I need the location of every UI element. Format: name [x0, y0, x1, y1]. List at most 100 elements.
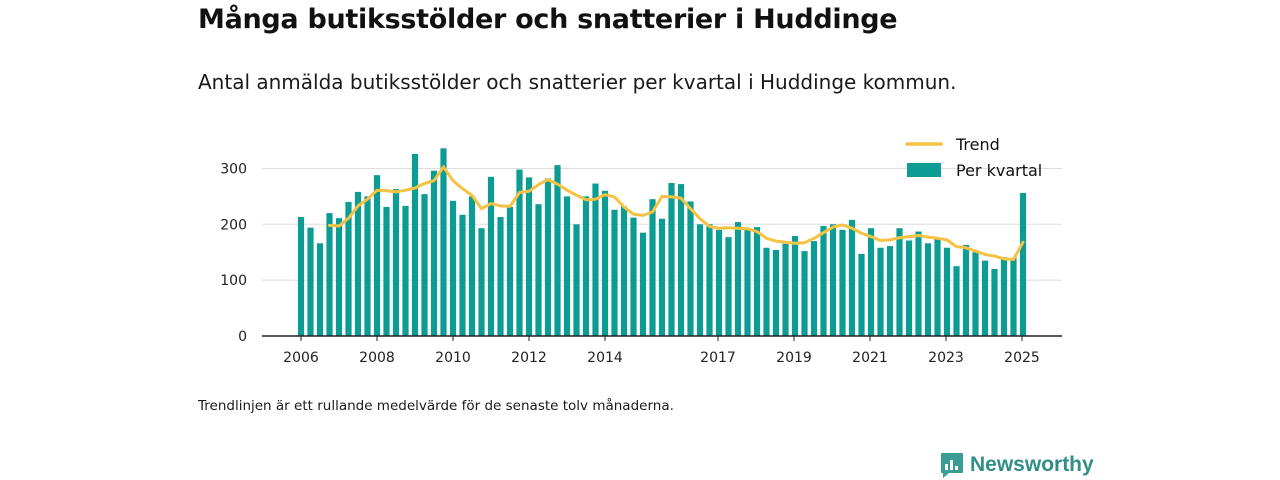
x-tick-label: 2019: [776, 350, 812, 366]
bar: [440, 148, 447, 336]
bar: [307, 227, 314, 336]
footnote: Trendlinjen är ett rullande medelvärde f…: [198, 398, 674, 414]
bar: [943, 247, 951, 336]
bar: [459, 214, 466, 336]
trend-series: [328, 165, 1025, 261]
bar: [829, 224, 837, 336]
bar: [563, 196, 571, 337]
bar: [772, 249, 780, 336]
bar: [867, 228, 875, 336]
bar-series: [297, 148, 1027, 337]
bar: [335, 218, 343, 336]
trend-line: [328, 165, 1025, 261]
brand-logo: Newsworthy: [940, 450, 1094, 480]
bar: [316, 243, 324, 336]
bar: [953, 266, 960, 336]
bar: [981, 260, 989, 336]
bar: [611, 209, 618, 336]
bar: [535, 204, 542, 336]
bar: [924, 243, 932, 336]
bar: [839, 229, 846, 336]
axes: 0 100 200 300 2006 2008 2010 2012 2014 2017 2019 20…: [220, 161, 1062, 366]
y-tick-label: 200: [220, 217, 247, 233]
bar: [554, 165, 561, 336]
bar: [991, 268, 998, 336]
bar: [468, 196, 476, 337]
bar: [297, 217, 305, 336]
bar: [820, 225, 827, 336]
chart: 0 100 200 300 2006 2008 2010 2012 2014 2017 2019 20…: [220, 135, 1062, 366]
bar: [392, 189, 400, 336]
newsworthy-logo-icon: [941, 453, 963, 478]
bar: [905, 240, 913, 336]
x-tick-label: 2021: [852, 350, 888, 366]
bar: [744, 229, 751, 336]
bar: [411, 153, 419, 336]
bar: [848, 219, 856, 336]
legend: Trend Per kvartal: [905, 135, 1042, 180]
bar: [364, 196, 371, 337]
bar: [763, 247, 770, 336]
bar: [696, 224, 704, 336]
x-tick-label: 2017: [700, 350, 736, 366]
bar: [354, 191, 362, 336]
bar: [630, 217, 637, 336]
bar: [430, 170, 438, 336]
bar: [658, 218, 666, 336]
brand-name: Newsworthy: [970, 453, 1094, 476]
y-tick-label: 0: [238, 329, 247, 345]
bar: [573, 224, 580, 336]
bar: [620, 206, 628, 336]
chart-subtitle: Antal anmälda butiksstölder och snatteri…: [198, 70, 957, 94]
bar: [668, 182, 675, 336]
bar: [383, 206, 390, 336]
bar: [478, 228, 485, 336]
x-tick-label: 2025: [1004, 350, 1040, 366]
bar: [373, 175, 381, 336]
legend-bar-label: Per kvartal: [956, 161, 1042, 180]
bar: [582, 196, 590, 337]
chart-title: Många butiksstölder och snatterier i Hud…: [198, 4, 898, 35]
y-tick-label: 300: [220, 161, 247, 177]
bar: [516, 169, 523, 336]
bar: [858, 253, 865, 336]
x-tick-label: 2023: [928, 350, 964, 366]
bar: [896, 228, 903, 336]
bar: [449, 200, 457, 336]
bar: [601, 190, 609, 336]
bar: [687, 201, 694, 336]
bar: [487, 176, 495, 336]
bar: [801, 251, 808, 336]
x-tick-label: 2008: [359, 350, 395, 366]
bar: [753, 227, 761, 336]
bar: [886, 246, 894, 336]
bar: [649, 199, 656, 336]
bar: [677, 184, 685, 336]
bar: [497, 217, 504, 336]
bar: [639, 232, 647, 336]
bar: [934, 239, 941, 336]
bar: [706, 224, 713, 336]
bar: [810, 241, 818, 336]
bar: [782, 243, 789, 336]
bar: [734, 222, 742, 336]
bar: [877, 247, 884, 336]
x-tick-label: 2012: [511, 350, 547, 366]
bar: [1010, 257, 1017, 336]
bar: [962, 244, 970, 336]
bar: [421, 194, 428, 336]
y-tick-label: 100: [220, 273, 247, 289]
bar: [715, 229, 723, 336]
bar: [791, 236, 799, 336]
x-tick-label: 2006: [283, 350, 319, 366]
bar: [1019, 193, 1027, 336]
legend-trend-label: Trend: [955, 135, 1000, 154]
bar: [915, 231, 922, 336]
bar: [1000, 257, 1008, 336]
x-tick-label: 2010: [435, 350, 471, 366]
legend-bar-swatch: [907, 163, 941, 177]
x-tick-label: 2014: [587, 350, 623, 366]
bar: [506, 206, 514, 336]
bar: [544, 178, 552, 336]
bar: [972, 252, 979, 336]
